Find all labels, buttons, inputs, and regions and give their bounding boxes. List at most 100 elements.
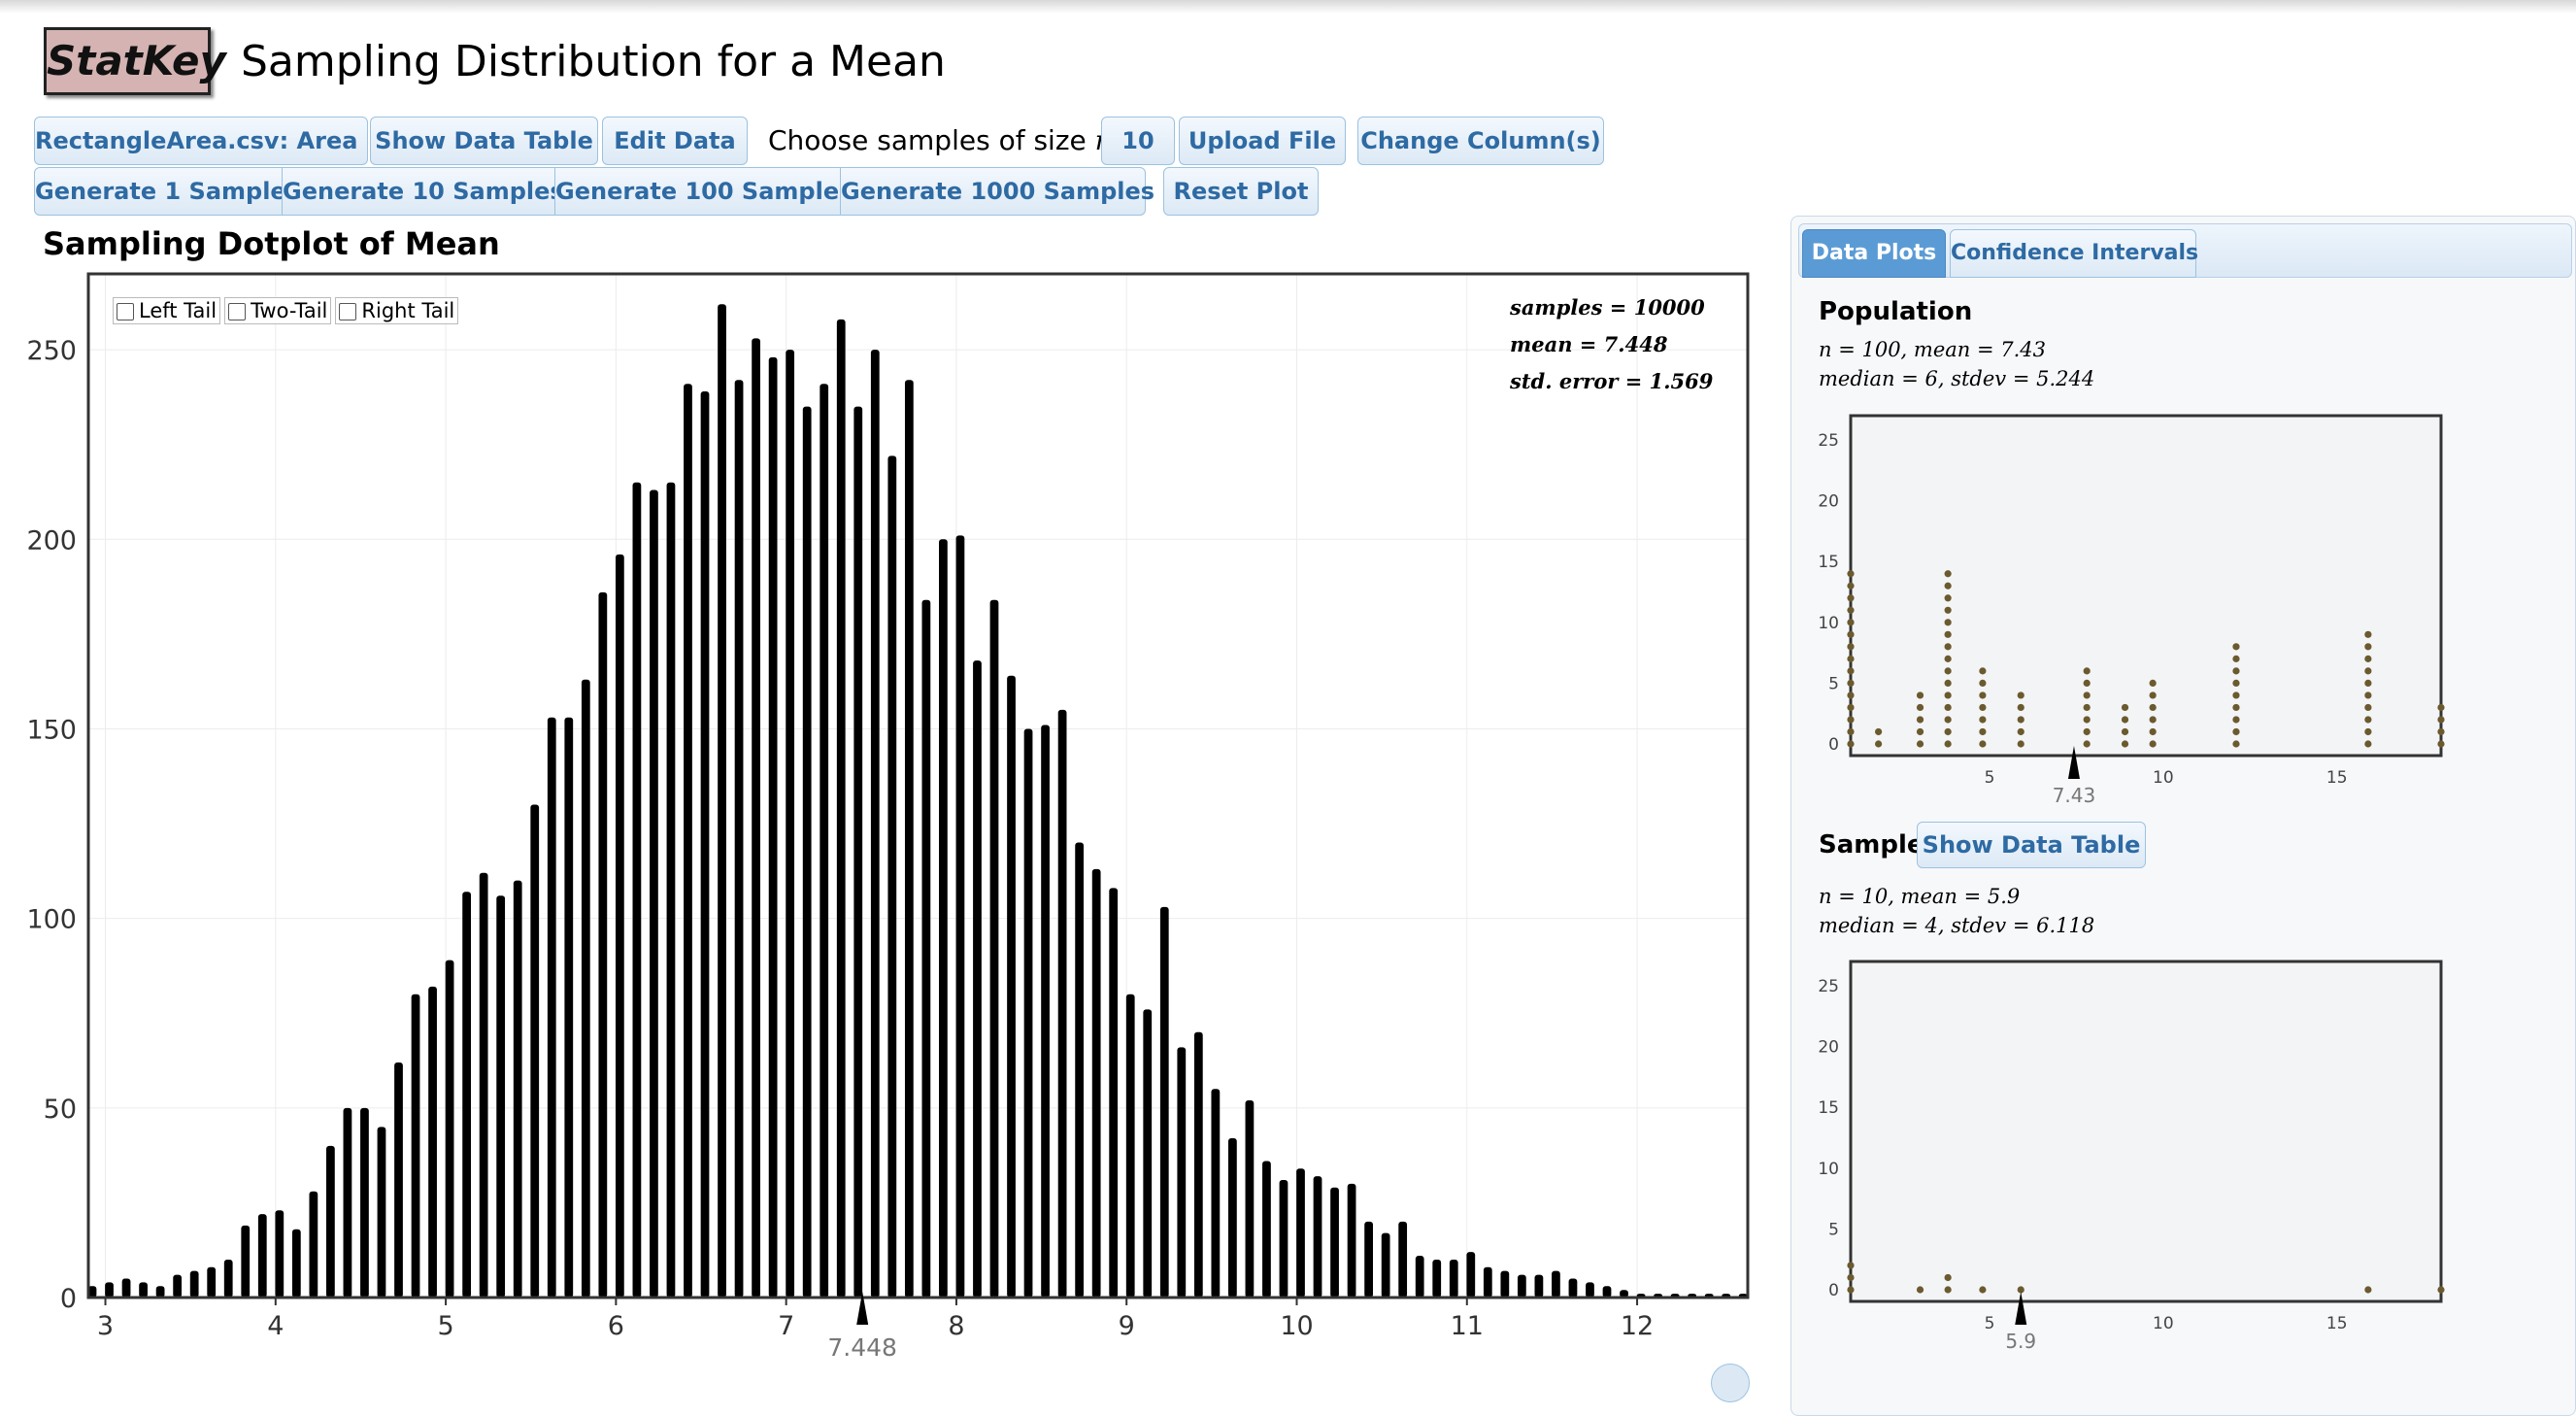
- data-dot: [2437, 727, 2445, 736]
- generate-1-sample-button[interactable]: Generate 1 Sample: [34, 167, 286, 216]
- dotplot-y-tick-label: 0: [1828, 1281, 1839, 1300]
- bar: [836, 319, 846, 1298]
- dotplot-x-tick-label: 15: [2326, 768, 2348, 788]
- bar: [189, 1270, 199, 1298]
- x-tick-label: 12: [1621, 1311, 1654, 1341]
- data-dot: [1847, 1273, 1855, 1282]
- generate-10-samples-button[interactable]: Generate 10 Samples: [282, 167, 564, 216]
- sample-title: Sample: [1819, 830, 1924, 860]
- data-dot: [1944, 1273, 1952, 1282]
- dotplot-y-tick-label: 25: [1818, 431, 1839, 451]
- data-dot: [2437, 703, 2445, 712]
- data-dot: [1875, 740, 1883, 748]
- x-tick-label: 6: [608, 1311, 624, 1341]
- data-dot: [2083, 727, 2091, 736]
- right-tail-option[interactable]: Right Tail: [335, 297, 459, 324]
- data-dot: [1847, 594, 1855, 602]
- bar: [1534, 1274, 1544, 1298]
- bar: [650, 489, 658, 1298]
- data-dot: [2149, 716, 2157, 724]
- bar: [309, 1191, 318, 1298]
- two-tail-label: Two-Tail: [251, 299, 328, 322]
- bar: [547, 717, 556, 1298]
- bar: [496, 895, 506, 1298]
- scroll-circle-button[interactable]: [1711, 1364, 1750, 1402]
- data-dot: [1847, 667, 1855, 675]
- data-dot: [1979, 727, 1987, 736]
- data-dot: [2017, 703, 2024, 712]
- bar: [445, 960, 454, 1298]
- bar: [1398, 1221, 1408, 1298]
- bar: [564, 717, 574, 1298]
- y-tick-label: 100: [26, 905, 77, 935]
- show-data-table-button[interactable]: Show Data Table: [370, 117, 598, 165]
- bar: [718, 304, 726, 1298]
- tab-data-plots[interactable]: Data Plots: [1802, 229, 1946, 278]
- y-tick-label: 250: [26, 336, 77, 366]
- plot-area: [88, 274, 1748, 1298]
- dotplot-y-tick-label: 10: [1818, 614, 1839, 633]
- bar: [1296, 1168, 1305, 1298]
- bar: [615, 554, 624, 1298]
- left-tail-checkbox[interactable]: [117, 303, 134, 320]
- dataset-dropdown-label: RectangleArea.csv: Area: [35, 127, 358, 154]
- dotplot-x-tick-label: 15: [2326, 1314, 2348, 1333]
- dotplot-frame: [1849, 960, 2443, 1303]
- edit-data-button[interactable]: Edit Data: [602, 117, 748, 165]
- statkey-logo[interactable]: StatKey: [44, 27, 226, 95]
- data-dot: [2232, 643, 2240, 651]
- population-title: Population: [1819, 297, 1973, 326]
- bar: [598, 591, 608, 1298]
- dotplot-y-tick-label: 5: [1828, 674, 1839, 693]
- two-tail-checkbox[interactable]: [228, 303, 247, 320]
- bar: [1057, 709, 1067, 1298]
- two-tail-option[interactable]: Two-Tail: [224, 297, 332, 324]
- data-dot: [2232, 727, 2240, 736]
- change-columns-button[interactable]: Change Column(s): [1357, 117, 1604, 165]
- generate-1000-samples-button[interactable]: Generate 1000 Samples: [840, 167, 1154, 216]
- data-dot: [1979, 667, 1987, 675]
- data-dot: [2232, 716, 2240, 724]
- data-dot: [1944, 570, 1952, 578]
- sample-size-input[interactable]: 10: [1101, 117, 1175, 165]
- tab-confidence-intervals[interactable]: Confidence Intervals: [1950, 229, 2198, 278]
- bar: [173, 1274, 183, 1298]
- data-dot: [2364, 691, 2372, 699]
- left-tail-option[interactable]: Left Tail: [113, 297, 221, 324]
- bar: [820, 384, 829, 1298]
- data-dot: [1944, 691, 1952, 699]
- bar: [853, 406, 863, 1298]
- sample-show-data-table-button[interactable]: Show Data Table: [1917, 822, 2146, 868]
- data-dot: [2017, 691, 2024, 699]
- bar: [1125, 994, 1135, 1298]
- bar: [632, 482, 642, 1298]
- bar: [1262, 1161, 1271, 1298]
- upload-file-button[interactable]: Upload File: [1179, 117, 1346, 165]
- right-tail-checkbox[interactable]: [339, 303, 357, 320]
- data-dot: [2017, 716, 2024, 724]
- page-title: Sampling Distribution for a Mean: [241, 37, 946, 86]
- dotplot-y-tick-label: 15: [1818, 1098, 1839, 1118]
- dotplot-mean-marker: [2067, 746, 2080, 779]
- data-dot: [2232, 703, 2240, 712]
- data-dot: [1847, 619, 1855, 626]
- sample-size-prefix: Choose samples of size: [768, 124, 1087, 156]
- data-dot: [2083, 667, 2091, 675]
- data-dot: [2121, 727, 2129, 736]
- sample-stats-line1: n = 10, mean = 5.9: [1819, 885, 2021, 908]
- data-dot: [1944, 716, 1952, 724]
- generate-100-samples-button[interactable]: Generate 100 Samples: [554, 167, 853, 216]
- data-dot: [2121, 703, 2129, 712]
- dataset-dropdown[interactable]: RectangleArea.csv: Area: [34, 117, 389, 165]
- reset-plot-button[interactable]: Reset Plot: [1163, 167, 1319, 216]
- data-dot: [1847, 691, 1855, 699]
- data-dot: [2232, 655, 2240, 662]
- data-dot: [1875, 727, 1883, 736]
- dotplot-x-tick-label: 10: [2153, 1314, 2174, 1333]
- data-dot: [1916, 1286, 1924, 1294]
- y-tick-label: 50: [44, 1095, 77, 1125]
- plot-frame: [86, 272, 1750, 1299]
- dotplot-y-tick-label: 10: [1818, 1160, 1839, 1179]
- bar: [684, 384, 692, 1298]
- x-tick-label: 10: [1280, 1311, 1313, 1341]
